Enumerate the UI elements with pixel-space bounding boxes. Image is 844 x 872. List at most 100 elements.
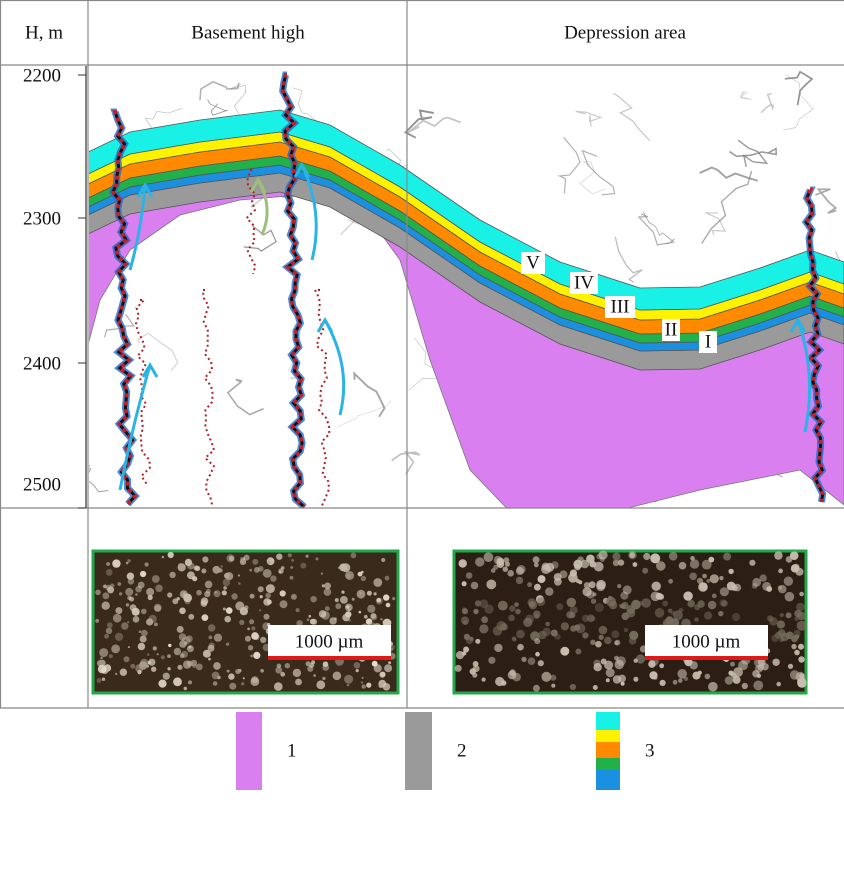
- grain: [211, 671, 220, 680]
- grain: [731, 584, 738, 592]
- grain: [280, 671, 286, 677]
- grain: [167, 654, 171, 658]
- grain: [378, 682, 384, 689]
- grain: [626, 605, 636, 614]
- grain: [772, 658, 780, 666]
- grain: [318, 610, 327, 618]
- grain: [361, 676, 364, 679]
- fracture: [137, 332, 179, 372]
- grain: [339, 563, 347, 572]
- grain: [545, 587, 554, 596]
- layer-label: II: [665, 319, 678, 340]
- grain: [484, 604, 494, 614]
- minor-fault: [245, 169, 257, 275]
- grain: [593, 561, 604, 572]
- grain: [259, 609, 261, 612]
- grain: [279, 590, 286, 597]
- grain: [112, 613, 122, 623]
- grain: [687, 599, 695, 608]
- grain: [260, 669, 264, 673]
- grain: [534, 638, 541, 645]
- layer-label-box: [521, 252, 545, 274]
- grain: [721, 600, 728, 607]
- grain: [158, 679, 167, 688]
- grain: [707, 600, 717, 610]
- grain: [500, 680, 507, 686]
- arrow-head: [316, 317, 334, 333]
- grain: [188, 680, 192, 685]
- grain: [101, 677, 106, 681]
- grain: [115, 672, 118, 676]
- grain: [752, 577, 762, 587]
- grain: [604, 636, 612, 645]
- grain: [749, 559, 756, 566]
- grain: [114, 632, 124, 642]
- grain: [329, 617, 337, 625]
- minor-fault: [313, 289, 331, 507]
- grain: [263, 598, 271, 606]
- grain: [264, 602, 268, 606]
- grain: [614, 639, 621, 646]
- grain: [229, 682, 237, 690]
- fracture: [614, 236, 643, 283]
- grain: [148, 614, 157, 624]
- grain: [385, 602, 391, 608]
- layer-label-box: [699, 331, 717, 353]
- grain: [221, 590, 227, 596]
- grain: [496, 560, 505, 568]
- layer-label: IV: [574, 272, 594, 293]
- grain: [574, 624, 581, 631]
- grain: [574, 564, 581, 571]
- column-header: Depression area: [564, 22, 686, 43]
- grain: [154, 605, 162, 612]
- grain: [633, 658, 638, 663]
- grain: [101, 601, 110, 610]
- grain: [732, 612, 741, 622]
- grain: [100, 656, 103, 660]
- fracture: [783, 74, 814, 131]
- grain: [507, 570, 514, 577]
- grain: [184, 558, 192, 567]
- grain: [295, 608, 300, 613]
- grain: [154, 622, 158, 627]
- grain: [779, 613, 784, 618]
- grain: [103, 584, 107, 589]
- grain: [517, 643, 524, 651]
- grain: [560, 646, 570, 656]
- grain: [730, 661, 735, 667]
- grain: [655, 592, 663, 600]
- grain: [598, 634, 604, 640]
- grain: [481, 677, 486, 682]
- grain: [144, 562, 149, 567]
- grain: [534, 583, 541, 591]
- grain: [152, 646, 157, 651]
- grain: [121, 622, 129, 630]
- grain: [794, 649, 800, 656]
- grain: [672, 679, 678, 685]
- grain: [346, 683, 350, 687]
- column-header: Basement high: [191, 22, 305, 43]
- grain: [789, 551, 799, 560]
- grain: [207, 644, 215, 652]
- grain: [635, 654, 646, 664]
- grain: [462, 608, 468, 615]
- grain: [242, 677, 245, 680]
- grain: [463, 646, 470, 653]
- grain: [454, 664, 462, 672]
- grain: [733, 667, 743, 677]
- grain: [523, 617, 533, 628]
- grain: [267, 561, 271, 564]
- grain: [708, 556, 715, 563]
- grain: [532, 556, 540, 564]
- grain: [384, 664, 393, 673]
- grain: [797, 678, 807, 688]
- grain: [596, 579, 606, 590]
- grain: [112, 559, 121, 568]
- grain: [778, 568, 783, 574]
- grain: [533, 610, 541, 619]
- grain: [239, 619, 245, 626]
- grain: [140, 658, 149, 668]
- flow-arrow: [118, 364, 152, 491]
- grain: [228, 555, 234, 562]
